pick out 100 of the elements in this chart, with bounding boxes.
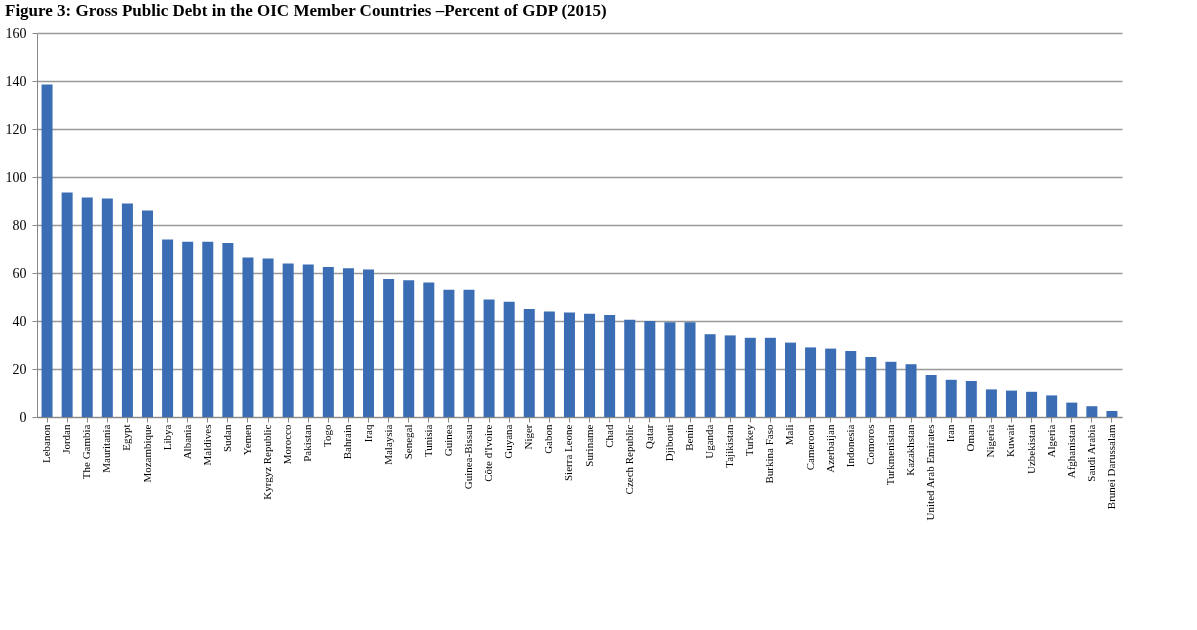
bar xyxy=(1046,395,1058,417)
x-tick-label: Kazakhstan xyxy=(904,424,917,476)
bar xyxy=(342,268,354,417)
bar xyxy=(865,357,877,417)
x-tick-label: Guyana xyxy=(502,424,515,459)
bar xyxy=(664,322,676,417)
bar xyxy=(363,269,375,417)
x-tick-label: Kuwait xyxy=(1004,424,1017,457)
x-tick-label: Iraq xyxy=(361,424,374,443)
x-tick-label: Czech Republic xyxy=(622,424,635,495)
x-tick-label: Lebanon xyxy=(40,424,53,463)
chart-title: Figure 3: Gross Public Debt in the OIC Member Countries –Percent of GDP (2015) xyxy=(5,1,607,20)
bar xyxy=(403,280,415,417)
x-tick-label: Chad xyxy=(602,424,615,448)
x-tick-label: Côte d'Ivoire xyxy=(482,424,495,482)
bar xyxy=(182,241,194,417)
y-tick-label: 20 xyxy=(12,361,27,377)
bar xyxy=(624,319,636,417)
x-tick-label: Benin xyxy=(683,424,696,451)
bar xyxy=(885,361,897,417)
x-tick-label: Albania xyxy=(180,424,193,460)
bar xyxy=(805,347,817,417)
bar xyxy=(684,322,696,417)
x-tick-label: Morocco xyxy=(281,424,294,465)
bar xyxy=(604,315,616,417)
y-tick-label: 0 xyxy=(19,409,27,425)
bar xyxy=(704,334,716,417)
x-tick-label: Jordan xyxy=(60,424,73,454)
x-tick-label: Indonesia xyxy=(843,424,856,468)
x-tick-label: Afghanistan xyxy=(1064,424,1077,479)
x-tick-label: United Arab Emirates xyxy=(924,424,937,521)
x-tick-label: Oman xyxy=(964,424,977,452)
x-tick-label: Tunisia xyxy=(421,424,434,458)
bar xyxy=(1026,391,1038,417)
bar xyxy=(322,267,334,417)
x-tick-label: Guinea xyxy=(441,424,454,457)
bar xyxy=(965,381,977,417)
x-tick-label: Algeria xyxy=(1044,424,1057,458)
x-tick-label: Turkmenistan xyxy=(883,424,896,486)
y-tick-label: 160 xyxy=(5,25,27,41)
x-tick-label: Mauritania xyxy=(100,424,113,473)
bar xyxy=(142,210,154,417)
bar xyxy=(985,389,997,417)
x-tick-label: Iran xyxy=(944,424,957,443)
bar xyxy=(383,279,395,417)
x-tick-label: Cameroon xyxy=(803,424,816,471)
bar xyxy=(724,335,736,417)
x-tick-label: Mali xyxy=(783,424,796,446)
bar xyxy=(845,351,857,417)
x-tick-label: Maldives xyxy=(200,424,213,466)
bar xyxy=(503,301,515,417)
x-tick-label: Bahrain xyxy=(341,424,354,460)
bar xyxy=(1086,406,1098,417)
y-tick-label: 100 xyxy=(5,169,27,185)
x-tick-label: Mozambique xyxy=(140,424,153,483)
bar xyxy=(282,263,294,417)
x-tick-label: Senegal xyxy=(401,424,414,460)
bar xyxy=(1066,402,1078,417)
x-tick-label: Guinea-Bissau xyxy=(461,424,474,490)
x-tick-label: Sudan xyxy=(220,424,233,452)
bar xyxy=(101,198,113,417)
y-tick-label: 40 xyxy=(12,313,27,329)
y-tick-label: 60 xyxy=(12,265,27,281)
x-tick-label: Libya xyxy=(160,424,173,451)
bar xyxy=(443,289,455,417)
bar xyxy=(784,342,796,417)
bar xyxy=(41,84,53,417)
bar xyxy=(463,289,475,417)
bar xyxy=(162,239,174,417)
bar xyxy=(764,337,776,417)
bar xyxy=(523,309,535,417)
x-tick-label: Tajikistan xyxy=(723,424,736,468)
bar xyxy=(302,264,314,417)
x-tick-label: Comoros xyxy=(863,424,876,465)
x-tick-label: Suriname xyxy=(582,424,595,467)
y-tick-label: 140 xyxy=(5,73,27,89)
bar xyxy=(262,258,274,417)
bar xyxy=(242,257,254,417)
x-tick-label: Togo xyxy=(321,424,334,447)
bar xyxy=(202,241,214,417)
x-tick-label: Nigeria xyxy=(984,424,997,458)
x-tick-label: Burkina Faso xyxy=(763,424,776,484)
x-tick-label: Yemen xyxy=(240,424,253,456)
bar xyxy=(925,375,937,417)
bar xyxy=(825,348,837,417)
y-tick-label: 120 xyxy=(5,121,27,137)
x-tick-label: Djibouti xyxy=(662,424,675,462)
x-tick-label: Kyrgyz Republic xyxy=(261,424,274,500)
x-tick-label: Turkey xyxy=(743,424,756,456)
x-tick-label: Qatar xyxy=(642,424,655,449)
x-tick-label: Gabon xyxy=(542,424,555,454)
bar xyxy=(423,282,435,417)
bar xyxy=(81,197,93,417)
bar xyxy=(1106,411,1118,417)
bar xyxy=(543,311,555,417)
x-tick-label: Uganda xyxy=(703,424,716,459)
x-tick-label: Malaysia xyxy=(381,424,394,465)
x-tick-label: Saudi Arabia xyxy=(1084,424,1097,482)
bar xyxy=(61,192,73,417)
x-tick-label: Brunei Darussalam xyxy=(1104,424,1117,510)
